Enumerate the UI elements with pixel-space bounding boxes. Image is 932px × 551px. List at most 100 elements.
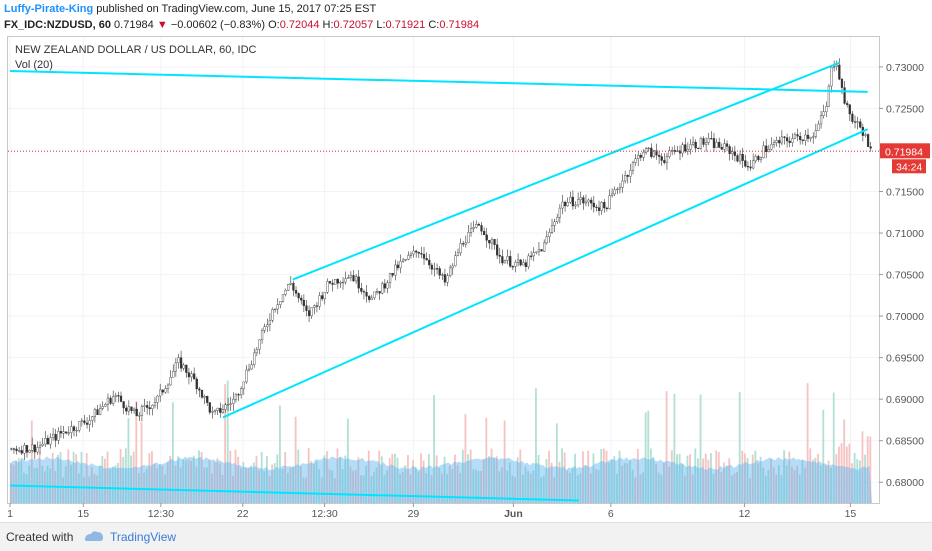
volume-bar [380,456,383,503]
volume-bar [370,476,373,503]
close-label: C: [428,19,440,31]
candle-body [156,395,159,403]
candle-body [255,349,258,354]
candle-body [752,160,755,169]
candle-body [540,249,543,252]
publisher-line: Luffy-Pirate-King published on TradingVi… [4,3,376,15]
volume-bar [38,451,41,503]
candle-body [663,160,666,163]
y-tick-label: 0.69000 [886,394,924,406]
candle-body [388,272,392,283]
candle-body [279,301,282,305]
candle-body [313,305,316,308]
chart-pane[interactable] [7,36,880,504]
candle-body [237,394,240,396]
candle-body [159,389,162,397]
volume-bar [169,456,172,503]
y-tick-label: 0.68000 [886,477,924,489]
candle-body [744,160,747,167]
candle-body [143,405,146,407]
volume-bar [153,463,156,503]
volume-bar [414,467,417,503]
open-value: 0.72044 [279,19,320,31]
candle-body [375,291,379,293]
volume-bar [535,388,537,503]
candle-body [496,244,499,256]
candle-body [488,239,491,244]
candle-body [109,397,112,404]
volume-bar [276,454,279,503]
trendline-upper-channel [292,61,840,281]
candle-body [639,154,642,158]
candle-body [689,144,692,150]
candle-body [707,138,710,143]
volume-bar [741,450,744,503]
candle-body [433,268,436,270]
volume-bar [840,443,843,503]
y-tick-label: 0.72500 [886,103,924,115]
candle-body [44,438,47,445]
candle-body [404,259,407,261]
volume-bar [177,456,180,503]
candle-body [206,396,209,403]
volume-bar [373,472,375,503]
candle-body [728,146,731,154]
x-tick-label: Jun [504,508,523,520]
candle-body [51,434,55,438]
volume-bar [36,467,38,503]
candle-body [365,291,368,297]
volume-bar [579,473,582,503]
volume-bar [568,472,571,503]
volume-bar [764,476,767,503]
candle-body [694,141,697,149]
volume-bar [135,401,138,503]
author-link[interactable]: Luffy-Pirate-King [4,3,94,15]
candle-body [31,444,34,451]
volume-bar [626,463,629,503]
volume-bar [634,477,637,503]
candle-body [532,252,535,257]
candle-body [399,261,402,269]
trendlines[interactable] [9,61,869,502]
volume-bar [485,417,488,503]
volume-bar [273,463,276,503]
candle-body [543,242,546,252]
volume-bar [258,470,260,503]
candle-body [759,157,763,161]
candle-body [830,67,833,87]
volume-bar [694,448,697,503]
volume-bar [346,418,349,503]
x-axis[interactable]: 1 15 12:30 22 12:30 29 Jun 6 12 15 [7,503,856,520]
candle-body [357,276,360,289]
candle-body [718,141,721,148]
volume-bar [861,431,864,503]
volume-bar [362,475,365,503]
volume-bar [57,455,59,503]
y-axis[interactable]: 0.730000.725000.720000.715000.710000.705… [879,62,924,489]
volume-bar [286,472,289,503]
candle-body [336,279,339,284]
candle-body [610,193,614,196]
candle-body [297,293,300,299]
candle-body [467,232,470,244]
volume-bar [268,475,271,503]
volume-bar [527,471,530,503]
volume-bar [514,477,516,503]
candle-body [749,166,752,169]
volume-bar [130,455,132,503]
candle-body [684,144,687,152]
volume-bar [305,477,307,503]
volume-bar [435,455,438,503]
volume-bar [791,466,793,503]
candle-body [859,121,862,128]
footer-brand[interactable]: TradingView [110,530,177,544]
candle-body [647,147,650,150]
candle-body [294,290,298,294]
volume-bar [427,453,430,503]
candle-body [352,275,355,282]
volume-bar [83,476,85,503]
volume-bar [788,451,791,503]
candle-body [422,254,426,259]
candle-body [302,300,305,307]
